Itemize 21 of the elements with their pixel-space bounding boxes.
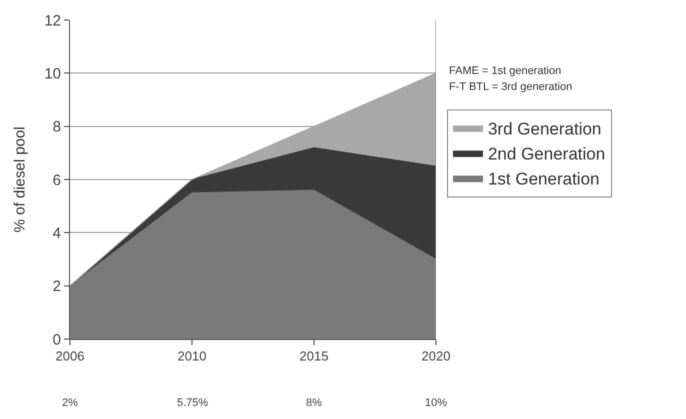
text: 5.75% bbox=[177, 397, 208, 409]
text: FAME = 1st generation bbox=[449, 65, 562, 77]
y-tick-label: 2 bbox=[52, 278, 61, 296]
x-tick-label: 2006 bbox=[56, 348, 84, 364]
text: F-T BTL = 3rd generation bbox=[449, 81, 572, 93]
text: 2% bbox=[62, 397, 78, 409]
legend-label: 2nd Generation bbox=[488, 144, 606, 164]
text: 10% bbox=[425, 397, 448, 409]
legend-label: 1st Generation bbox=[488, 170, 600, 189]
legend-label: 3rd Generation bbox=[488, 120, 602, 138]
text: 8% bbox=[306, 397, 322, 409]
y-tick-label: 10 bbox=[44, 65, 61, 82]
y-tick-label: 12 bbox=[44, 12, 61, 30]
y-axis-title: % of diesel pool bbox=[12, 126, 29, 232]
y-tick-label: 8 bbox=[52, 118, 61, 136]
x-tick-label: 2010 bbox=[178, 348, 206, 364]
x-tick-label: 2015 bbox=[300, 348, 328, 364]
y-tick-label: 6 bbox=[52, 172, 61, 189]
y-tick-label: 0 bbox=[52, 331, 61, 348]
x-tick-label: 2020 bbox=[422, 348, 450, 364]
y-tick-label: 4 bbox=[52, 224, 61, 242]
